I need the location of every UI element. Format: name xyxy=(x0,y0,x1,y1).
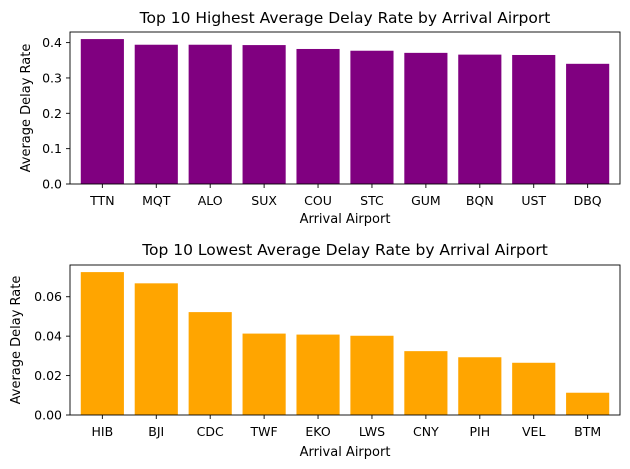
bar-cdc xyxy=(188,312,232,415)
x-tick-label: PIH xyxy=(469,424,490,439)
x-tick-label: MQT xyxy=(142,193,171,208)
bar-vel xyxy=(512,362,556,415)
y-tick-label: 0.4 xyxy=(42,35,62,50)
bar-sux xyxy=(242,45,286,184)
plot-frame xyxy=(69,264,621,416)
bar-gum xyxy=(404,52,448,184)
y-tick-label: 0.3 xyxy=(42,70,62,85)
bar-bqn xyxy=(458,54,502,185)
x-tick-label: VEL xyxy=(522,424,545,439)
bar-lws xyxy=(350,335,394,415)
y-tick-label: 0.00 xyxy=(34,408,62,423)
x-tick-label: ALO xyxy=(198,193,223,208)
x-tick-label: CDC xyxy=(197,424,224,439)
bar-ttn xyxy=(80,39,124,184)
x-tick-label: EKO xyxy=(305,424,330,439)
bar-bji xyxy=(134,283,178,415)
x-tick-label: COU xyxy=(304,193,332,208)
x-axis-label: Arrival Airport xyxy=(300,212,391,227)
x-tick-label: GUM xyxy=(411,193,441,208)
x-tick-label: STC xyxy=(360,193,384,208)
y-axis-label: Average Delay Rate xyxy=(9,276,24,405)
x-tick-label: DBQ xyxy=(574,193,602,208)
bar-dbq xyxy=(566,63,610,185)
bar-stc xyxy=(350,50,394,185)
chart-top-highest-delay: TTN MQT ALO SUX COU STC GUM BQN UST DBQ 0.0 0.1 0.2 0… xyxy=(19,9,621,227)
bar-alo xyxy=(188,44,232,185)
bar-ust xyxy=(512,54,556,185)
x-tick-label: CNY xyxy=(413,424,439,439)
chart-top-lowest-delay: HIB BJI CDC TWF EKO LWS CNY PIH VEL BTM 0.00 0.02 0.… xyxy=(9,241,621,460)
x-tick-label: SUX xyxy=(251,193,277,208)
y-tick-label: 0.04 xyxy=(34,329,62,344)
bar-pih xyxy=(458,357,502,415)
x-tick-label: BQN xyxy=(466,193,494,208)
bar-btm xyxy=(566,392,610,415)
y-tick-label: 0.0 xyxy=(42,177,62,192)
x-tick-label: BJI xyxy=(148,424,164,439)
chart-title: Top 10 Highest Average Delay Rate by Arr… xyxy=(139,9,551,27)
x-tick-label: BTM xyxy=(574,424,601,439)
y-axis-label: Average Delay Rate xyxy=(19,44,34,173)
x-tick-label: TTN xyxy=(89,193,114,208)
y-tick-label: 0.06 xyxy=(34,289,62,304)
bar-hib xyxy=(80,272,124,415)
bar-cou xyxy=(296,48,340,184)
x-axis-label: Arrival Airport xyxy=(300,445,391,460)
x-tick-label: UST xyxy=(521,193,546,208)
y-tick-label: 0.2 xyxy=(42,106,62,121)
y-tick-label: 0.1 xyxy=(42,141,62,156)
chart-title: Top 10 Lowest Average Delay Rate by Arri… xyxy=(141,241,548,259)
plot-frame xyxy=(69,31,621,185)
bar-eko xyxy=(296,334,340,415)
x-tick-label: LWS xyxy=(359,424,385,439)
bar-cny xyxy=(404,351,448,415)
bar-twf xyxy=(242,333,286,415)
y-tick-label: 0.02 xyxy=(34,368,62,383)
x-tick-label: HIB xyxy=(92,424,114,439)
bar-mqt xyxy=(134,44,178,185)
x-tick-label: TWF xyxy=(250,424,278,439)
